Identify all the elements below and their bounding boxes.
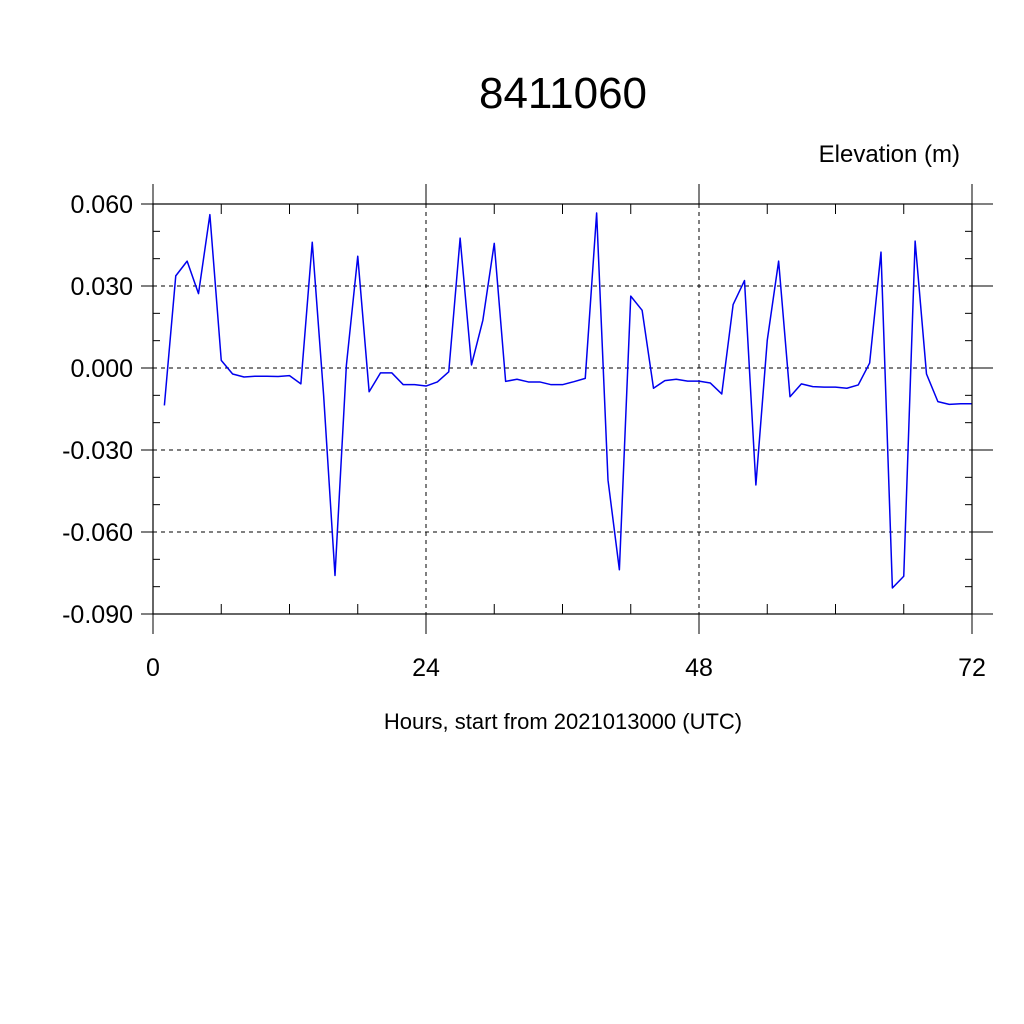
x-tick-label: 48 (685, 654, 713, 682)
x-tick-label: 0 (146, 654, 160, 682)
y-axis-label: Elevation (m) (819, 141, 960, 168)
y-tick-label: 0.030 (70, 273, 133, 301)
x-tick-label: 24 (412, 654, 440, 682)
series-line (163, 212, 972, 589)
plot-frame (152, 203, 973, 615)
series-layer (163, 212, 972, 589)
y-tick-label: 0.000 (70, 355, 133, 383)
x-axis-label: Hours, start from 2021013000 (UTC) (384, 709, 742, 734)
grid-lines (153, 203, 972, 615)
y-tick-label: 0.060 (70, 191, 133, 219)
y-tick-labels: 0.060 0.030 0.000 -0.030 -0.060 -0.090 (62, 191, 133, 629)
y-tick-label: -0.030 (62, 437, 133, 465)
axes (141, 184, 993, 634)
x-tick-labels: 0 24 48 72 (146, 654, 986, 682)
y-tick-label: -0.060 (62, 519, 133, 547)
chart-title: 8411060 (479, 69, 647, 118)
y-tick-label: -0.090 (62, 601, 133, 629)
x-tick-label: 72 (958, 654, 986, 682)
